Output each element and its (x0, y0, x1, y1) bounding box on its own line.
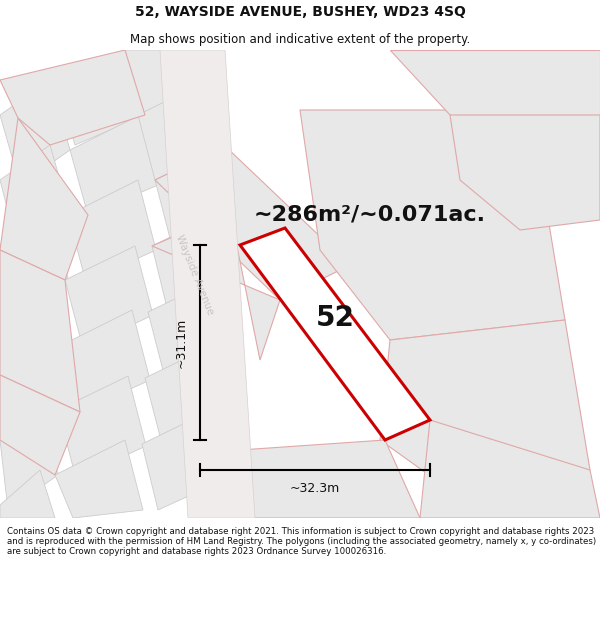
Polygon shape (155, 146, 242, 246)
Text: Wayside Avenue: Wayside Avenue (175, 234, 215, 316)
Polygon shape (145, 344, 232, 444)
Polygon shape (0, 405, 58, 510)
Text: Contains OS data © Crown copyright and database right 2021. This information is : Contains OS data © Crown copyright and d… (7, 526, 596, 556)
Text: ~31.1m: ~31.1m (175, 318, 188, 368)
Polygon shape (380, 320, 590, 490)
Polygon shape (65, 246, 153, 348)
Polygon shape (160, 50, 255, 518)
Polygon shape (420, 420, 600, 518)
Text: ~286m²/~0.071ac.: ~286m²/~0.071ac. (254, 205, 486, 225)
Polygon shape (0, 210, 68, 315)
Polygon shape (55, 440, 143, 518)
Polygon shape (0, 275, 65, 380)
Polygon shape (138, 80, 225, 180)
Polygon shape (152, 212, 240, 312)
Polygon shape (142, 410, 228, 510)
Text: ~32.3m: ~32.3m (290, 482, 340, 495)
Polygon shape (68, 180, 156, 282)
Polygon shape (0, 340, 62, 445)
Polygon shape (58, 376, 146, 478)
Polygon shape (0, 375, 80, 475)
Text: 52, WAYSIDE AVENUE, BUSHEY, WD23 4SQ: 52, WAYSIDE AVENUE, BUSHEY, WD23 4SQ (134, 6, 466, 19)
Polygon shape (70, 115, 158, 215)
Polygon shape (55, 50, 145, 145)
Polygon shape (390, 50, 600, 115)
Polygon shape (240, 228, 430, 440)
Polygon shape (300, 110, 565, 340)
Polygon shape (0, 80, 70, 185)
Polygon shape (0, 250, 80, 412)
Polygon shape (148, 278, 236, 378)
Polygon shape (125, 50, 210, 118)
Polygon shape (0, 470, 55, 518)
Text: 52: 52 (316, 304, 355, 332)
Polygon shape (0, 50, 145, 145)
Polygon shape (0, 118, 88, 280)
Polygon shape (200, 440, 420, 518)
Polygon shape (62, 310, 150, 412)
Polygon shape (152, 212, 280, 360)
Polygon shape (155, 146, 350, 300)
Polygon shape (450, 115, 600, 230)
Text: Map shows position and indicative extent of the property.: Map shows position and indicative extent… (130, 32, 470, 46)
Polygon shape (0, 145, 70, 250)
